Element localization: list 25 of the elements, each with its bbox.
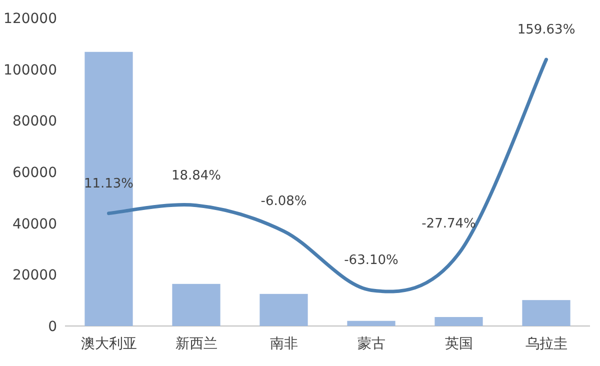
y-tick-label: 20000 [12, 268, 57, 284]
y-tick-label: 80000 [12, 114, 57, 130]
y-tick-label: 100000 [4, 62, 57, 78]
bar [172, 284, 220, 326]
bar [434, 317, 483, 326]
y-tick-label: 60000 [12, 165, 57, 181]
bar [260, 294, 308, 326]
x-tick-label: 澳大利亚 [80, 336, 137, 352]
data-label: -27.74% [422, 216, 476, 232]
x-tick-label: 乌拉圭 [525, 336, 568, 352]
data-label: 18.84% [171, 168, 222, 184]
x-tick-label: 新西兰 [175, 336, 218, 352]
y-tick-label: 40000 [12, 216, 57, 232]
x-tick-label: 蒙古 [357, 336, 386, 352]
x-tick-label: 英国 [444, 336, 473, 352]
data-label: 159.63% [517, 22, 576, 38]
y-tick-label: 120000 [4, 11, 57, 27]
bar [522, 300, 570, 326]
data-label: 11.13% [84, 176, 134, 192]
y-tick-label: 0 [48, 319, 57, 335]
data-label: -63.10% [344, 253, 398, 268]
x-tick-label: 南非 [270, 336, 298, 352]
data-label: -6.08% [260, 194, 307, 210]
bar [347, 320, 396, 326]
bar [84, 52, 133, 326]
